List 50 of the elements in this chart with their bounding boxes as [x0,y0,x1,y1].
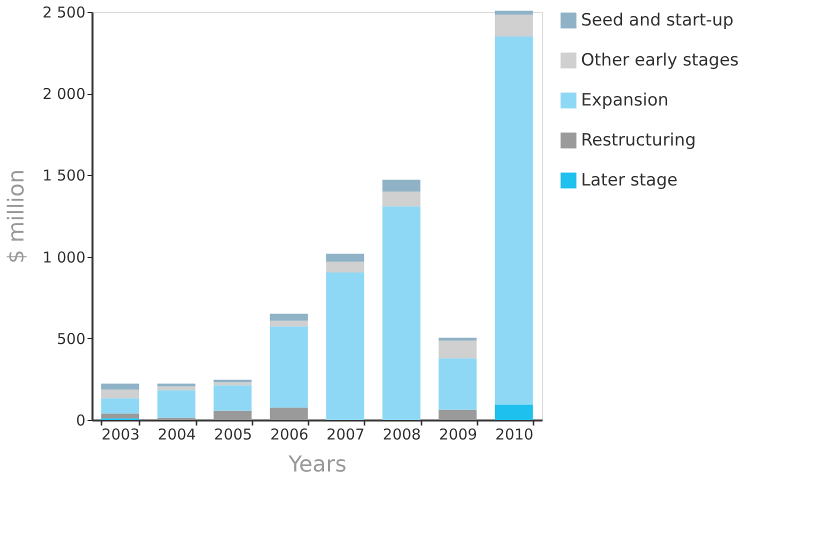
legend-label: Expansion [581,90,669,110]
x-tick-label: 2010 [495,426,534,444]
bar [270,320,308,326]
x-tick-label: 2008 [382,426,421,444]
bar [270,326,308,408]
bar [270,314,308,321]
bar [494,14,533,36]
bar [382,192,420,206]
bar [438,410,477,420]
bar [494,36,533,405]
y-tick-label: 2 000 [42,85,86,104]
y-tick-label: 2 500 [42,4,86,22]
y-tick-label: 0 [76,412,86,430]
bar [101,398,140,414]
bar [214,385,252,411]
bar [101,414,140,418]
bar [326,262,364,272]
bar [214,382,252,386]
y-tick-label: 1 000 [42,248,86,266]
bar [101,384,140,390]
x-tick-label: 2004 [158,426,196,444]
legend-label: Restructuring [581,130,696,150]
bar [214,380,252,382]
bar [382,206,420,420]
bar [382,180,420,192]
legend-label: Later stage [581,170,678,190]
x-tick-label: 2009 [439,426,478,444]
bar [438,338,477,341]
bar [326,272,364,420]
bar [101,390,140,398]
bar [270,408,308,420]
bar [438,358,477,410]
bar [438,340,477,358]
bar [326,254,364,262]
y-axis-title: $ million [4,169,30,264]
x-tick-label: 2007 [326,426,365,444]
x-tick-label: 2005 [214,426,252,444]
bar [157,390,196,418]
y-tick-label: 1 500 [42,166,86,185]
x-axis-title: Years [287,452,347,478]
bar [157,386,196,390]
y-tick-label: 500 [56,330,86,348]
legend-label: Other early stages [581,50,739,70]
legend-label: Seed and start-up [581,10,734,30]
bar [494,10,533,15]
x-tick-label: 2006 [270,426,308,444]
x-tick-label: 2003 [102,426,140,444]
bar [157,384,196,386]
bar [214,410,252,420]
bar [494,404,533,420]
